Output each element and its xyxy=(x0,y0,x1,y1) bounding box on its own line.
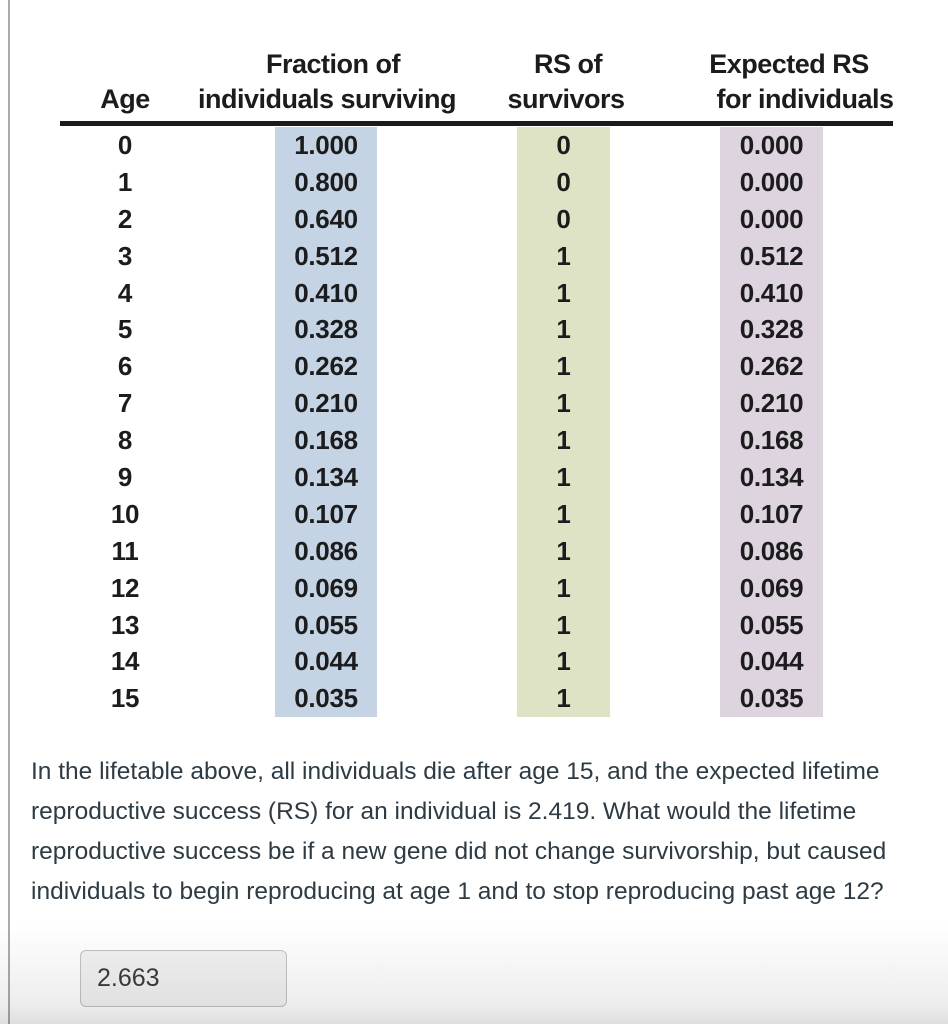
rs-of-survivors-cell: 1 xyxy=(517,311,610,349)
age-cell: 3 xyxy=(117,240,133,271)
expected-rs-cell: 0.035 xyxy=(720,680,823,718)
column-header-expected-line2: for individuals xyxy=(716,84,894,114)
expected-rs-cell: 0.000 xyxy=(720,163,823,201)
column-header-fraction-line1: Fraction of xyxy=(266,49,401,79)
expected-rs-cell: 0.410 xyxy=(720,274,823,312)
age-cell: 7 xyxy=(117,388,133,419)
age-cell: 14 xyxy=(110,646,140,677)
age-cell: 8 xyxy=(117,425,133,456)
rs-of-survivors-cell: 1 xyxy=(517,532,610,570)
fraction-surviving-cell: 0.107 xyxy=(275,495,377,533)
expected-rs-cell: 0.328 xyxy=(720,311,823,349)
table-row: 9 0.134 1 0.134 xyxy=(60,459,893,496)
rs-of-survivors-cell: 0 xyxy=(517,200,610,238)
age-cell: 6 xyxy=(117,351,133,382)
expected-rs-cell: 0.069 xyxy=(720,569,823,607)
rs-of-survivors-cell: 1 xyxy=(517,422,610,460)
table-row: 12 0.069 1 0.069 xyxy=(60,569,893,607)
rs-of-survivors-cell: 1 xyxy=(517,348,610,386)
column-header-rs-line2: survivors xyxy=(507,84,625,114)
age-cell: 10 xyxy=(110,498,140,529)
expected-rs-cell: 0.000 xyxy=(720,127,823,164)
rs-of-survivors-cell: 1 xyxy=(517,680,610,718)
fraction-surviving-cell: 0.262 xyxy=(275,348,377,386)
age-cell: 0 xyxy=(117,129,133,160)
table-row: 10 0.107 1 0.107 xyxy=(60,495,893,533)
table-row: 1 0.800 0 0.000 xyxy=(60,163,893,201)
rs-of-survivors-cell: 0 xyxy=(517,127,610,164)
age-cell: 9 xyxy=(117,461,133,492)
rs-of-survivors-cell: 1 xyxy=(517,237,610,275)
rs-of-survivors-cell: 1 xyxy=(517,606,610,644)
expected-rs-cell: 0.107 xyxy=(720,495,823,533)
question-line: individuals to begin reproducing at age … xyxy=(31,878,884,905)
fraction-surviving-cell: 1.000 xyxy=(275,127,377,164)
expected-rs-cell: 0.086 xyxy=(720,532,823,570)
expected-rs-cell: 0.134 xyxy=(720,459,823,496)
expected-rs-cell: 0.168 xyxy=(720,422,823,460)
rs-of-survivors-cell: 1 xyxy=(517,643,610,681)
table-row: 15 0.035 1 0.035 xyxy=(60,680,893,718)
age-cell: 11 xyxy=(111,535,139,566)
answer-input[interactable] xyxy=(80,950,287,1007)
column-header-fraction-line2: individuals surviving xyxy=(197,84,457,114)
header-rule xyxy=(60,121,893,126)
table-row: 14 0.044 1 0.044 xyxy=(60,643,893,681)
age-cell: 2 xyxy=(117,203,133,234)
fraction-surviving-cell: 0.410 xyxy=(275,274,377,312)
age-cell: 1 xyxy=(117,166,133,197)
table-row: 3 0.512 1 0.512 xyxy=(60,237,893,275)
table-row: 5 0.328 1 0.328 xyxy=(60,311,893,349)
fraction-surviving-cell: 0.134 xyxy=(275,459,377,496)
fraction-surviving-cell: 0.210 xyxy=(275,385,377,423)
fraction-surviving-cell: 0.055 xyxy=(275,606,377,644)
age-cell: 5 xyxy=(117,314,133,345)
question-line: In the lifetable above, all individuals … xyxy=(31,758,880,785)
table-row: 13 0.055 1 0.055 xyxy=(60,606,893,644)
table-row: 11 0.086 1 0.086 xyxy=(60,532,893,570)
expected-rs-cell: 0.055 xyxy=(720,606,823,644)
table-row: 7 0.210 1 0.210 xyxy=(60,385,893,423)
age-cell: 13 xyxy=(110,609,140,640)
column-header-rs-line1: RS of xyxy=(534,49,603,79)
table-row: 0 1.000 0 0.000 xyxy=(60,127,893,164)
column-header-expected-line1: Expected RS xyxy=(709,49,869,79)
table-row: 4 0.410 1 0.410 xyxy=(60,274,893,312)
panel-left-border xyxy=(8,0,10,1024)
column-header-age: Age xyxy=(100,84,150,114)
fraction-surviving-cell: 0.069 xyxy=(275,569,377,607)
table-row: 6 0.262 1 0.262 xyxy=(60,348,893,386)
question-line: reproductive success (RS) for an individ… xyxy=(31,798,857,825)
expected-rs-cell: 0.512 xyxy=(720,237,823,275)
fraction-surviving-cell: 0.168 xyxy=(275,422,377,460)
expected-rs-cell: 0.000 xyxy=(720,200,823,238)
age-cell: 4 xyxy=(117,277,133,308)
rs-of-survivors-cell: 1 xyxy=(517,495,610,533)
rs-of-survivors-cell: 0 xyxy=(517,163,610,201)
expected-rs-cell: 0.044 xyxy=(720,643,823,681)
lifetable-body: 0 1.000 0 0.000 1 0.800 0 0.000 2 0.640 … xyxy=(60,127,893,718)
fraction-surviving-cell: 0.640 xyxy=(275,200,377,238)
age-cell: 15 xyxy=(110,683,140,714)
question-text: In the lifetable above, all individuals … xyxy=(31,752,936,912)
fraction-surviving-cell: 0.086 xyxy=(275,532,377,570)
fraction-surviving-cell: 0.044 xyxy=(275,643,377,681)
fraction-surviving-cell: 0.800 xyxy=(275,163,377,201)
rs-of-survivors-cell: 1 xyxy=(517,274,610,312)
table-row: 2 0.640 0 0.000 xyxy=(60,200,893,238)
fraction-surviving-cell: 0.328 xyxy=(275,311,377,349)
rs-of-survivors-cell: 1 xyxy=(517,569,610,607)
fraction-surviving-cell: 0.512 xyxy=(275,237,377,275)
expected-rs-cell: 0.262 xyxy=(720,348,823,386)
rs-of-survivors-cell: 1 xyxy=(517,459,610,496)
lifetable: Fraction of RS of Expected RS Age indivi… xyxy=(60,46,894,726)
fraction-surviving-cell: 0.035 xyxy=(275,680,377,718)
age-cell: 12 xyxy=(110,572,140,603)
expected-rs-cell: 0.210 xyxy=(720,385,823,423)
question-line: reproductive success be if a new gene di… xyxy=(31,838,887,865)
table-row: 8 0.168 1 0.168 xyxy=(60,422,893,460)
rs-of-survivors-cell: 1 xyxy=(517,385,610,423)
